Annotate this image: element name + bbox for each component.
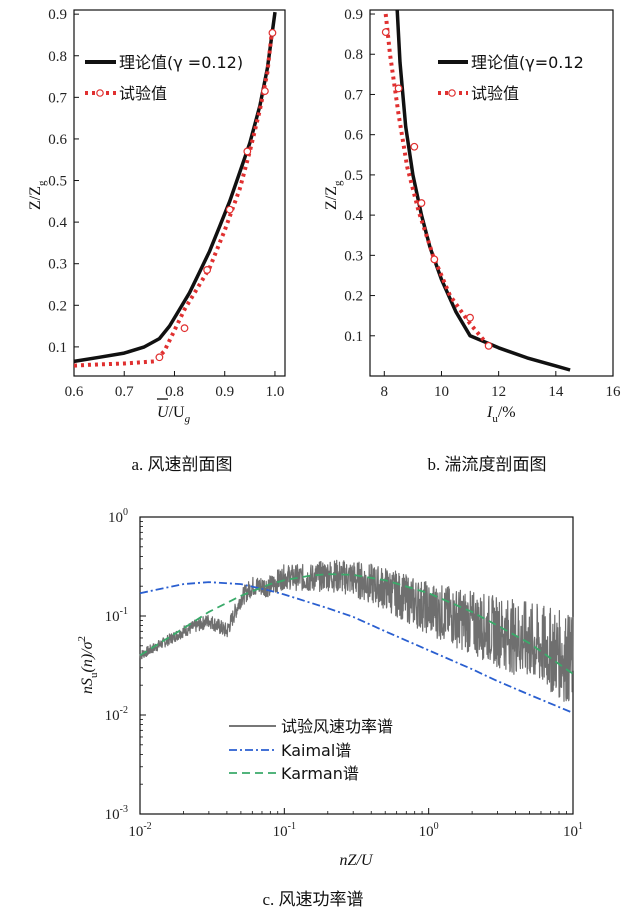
panel-b-turbulence-profile: 8 10 12 14 16 0.1 0.2 0.3 0.4 0.5 0.6 0.7 0.8 0.9 理论值…	[323, 7, 621, 425]
panel-a-test-point	[225, 205, 234, 214]
legend-b-test-marker	[448, 89, 456, 97]
caption-b: b. 湍流度剖面图	[428, 455, 547, 474]
panel-b-ytick-label: 0.5	[344, 168, 363, 184]
legend-b-theory-label: 理论值(γ=0.12	[471, 53, 584, 72]
panel-b-frame	[369, 9, 614, 377]
panel-a-ytick-label: 0.8	[48, 49, 67, 65]
panel-a-wind-profile: 0.6 0.7 0.8 0.9 1.0 0.1 0.2 0.3 0.4 0.5 0.6 0.7 0.8 0…	[27, 7, 286, 425]
panel-b-ytick-label: 0.6	[344, 128, 363, 144]
panel-b-test-point	[484, 341, 493, 350]
panel-a-ytick-label: 0.3	[48, 257, 67, 273]
panel-c-ytick-label: 10-3	[105, 804, 128, 823]
panel-c-xtick-label: 100	[419, 821, 439, 840]
panel-a-test-point	[203, 266, 212, 274]
panel-a-xlabel: U/Ug	[157, 398, 191, 425]
panel-a-xtick-label: 0.6	[65, 384, 84, 400]
panel-b-test-point	[394, 84, 403, 93]
panel-c-ytick-label: 10-2	[105, 705, 128, 724]
panel-a-ytick-label: 0.2	[48, 298, 67, 314]
panel-a-legend: 理论值(γ =0.12) 试验值	[85, 53, 243, 103]
panel-b-ytick-label: 0.3	[344, 248, 363, 264]
panel-c-kaimal-curve	[139, 581, 574, 714]
panel-b-test-point	[466, 313, 474, 322]
panel-b-ytick-label: 0.1	[344, 329, 363, 345]
panel-b-xtick-label: 8	[381, 384, 389, 400]
panel-b-xlabel: Iu/%	[486, 404, 516, 425]
panel-a-test-point	[155, 353, 164, 362]
panel-c-ylabel: nSu(n)/σ2	[76, 636, 100, 694]
panel-b-test-point	[381, 28, 390, 37]
panel-c-xtick-label: 101	[563, 821, 583, 840]
panel-b-ytick-label: 0.8	[344, 47, 363, 63]
panel-b-ytick-label: 0.2	[344, 289, 363, 305]
panel-b-theory-line	[395, 9, 571, 372]
panel-a-test-line	[73, 26, 275, 368]
panel-b-test-point	[410, 142, 419, 151]
panel-b-ytick-label: 0.4	[344, 208, 363, 224]
panel-a-theory-line	[73, 11, 277, 364]
panel-a-test-point	[243, 147, 252, 156]
panel-a-ytick-label: 0.1	[48, 340, 67, 356]
panel-b-ylabel: Z/Zg	[323, 180, 344, 210]
legend-a-test-marker	[96, 89, 104, 97]
panel-c-xtick-label: 10-2	[128, 821, 151, 840]
panel-c-karman-curve	[139, 573, 574, 675]
panel-b-test-point	[430, 255, 439, 264]
panel-a-xtick-label: 1.0	[266, 384, 285, 400]
panel-b-test-point	[417, 199, 426, 207]
panel-b-xtick-label: 16	[606, 384, 622, 400]
panel-c-xtick-label: 10-1	[273, 821, 296, 840]
panel-a-test-point	[268, 28, 277, 37]
panel-a-xtick-label: 0.8	[165, 384, 184, 400]
panel-a-ytick-label: 0.7	[48, 90, 67, 106]
panel-a-ytick-label: 0.6	[48, 132, 67, 148]
panel-a-frame	[73, 9, 286, 377]
panel-b-ytick-label: 0.9	[344, 7, 363, 23]
panel-b-legend: 理论值(γ=0.12 试验值	[438, 53, 584, 103]
panel-b-xtick-label: 12	[491, 384, 506, 400]
caption-c: c. 风速功率谱	[262, 890, 363, 909]
legend-c-test-label: 试验风速功率谱	[281, 717, 393, 736]
legend-c-karman-label: Karman谱	[281, 764, 359, 783]
panel-a-xtick-label: 0.9	[215, 384, 234, 400]
legend-c-kaimal-label: Kaimal谱	[281, 741, 351, 760]
caption-a: a. 风速剖面图	[131, 455, 232, 474]
legend-a-test-label: 试验值	[119, 84, 167, 103]
panel-a-ylabel: Z/Zg	[27, 180, 48, 210]
panel-b-xtick-label: 10	[434, 384, 449, 400]
legend-b-test-label: 试验值	[471, 84, 519, 103]
panel-a-ytick-label: 0.9	[48, 7, 67, 23]
panel-a-xtick-label: 0.7	[115, 384, 134, 400]
panel-c-xlabel: nZ/U	[340, 852, 374, 869]
panel-c-legend: 试验风速功率谱 Kaimal谱 Karman谱	[229, 717, 393, 783]
panel-a-ytick-label: 0.4	[48, 215, 67, 231]
panel-a-test-point	[180, 324, 189, 333]
panel-c-ytick-label: 10-1	[105, 606, 128, 625]
panel-c-measured-spectrum	[139, 559, 574, 702]
panel-a-ytick-label: 0.5	[48, 174, 67, 190]
svg-text:U/Ug: U/Ug	[157, 404, 191, 425]
panel-b-xtick-label: 14	[548, 384, 564, 400]
panel-c-ytick-label: 100	[108, 507, 128, 526]
legend-a-theory-label: 理论值(γ =0.12)	[119, 53, 243, 72]
panel-b-ytick-label: 0.7	[344, 87, 363, 103]
panel-a-test-point	[261, 87, 269, 96]
